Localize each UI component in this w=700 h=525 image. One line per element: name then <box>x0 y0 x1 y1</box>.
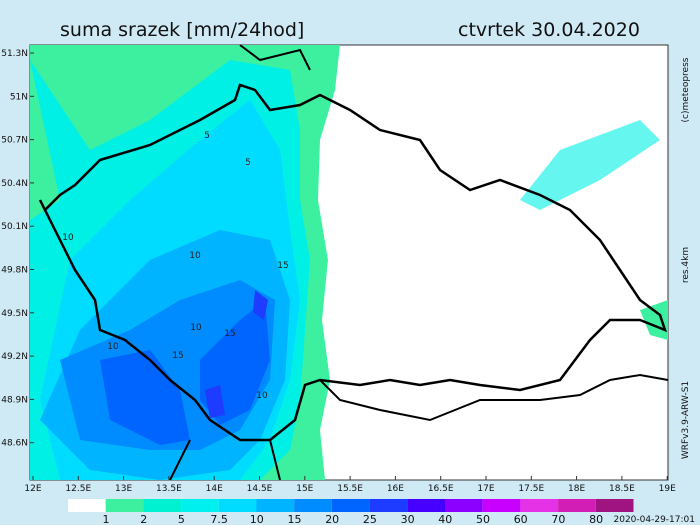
legend-label: 10 <box>250 513 264 525</box>
colorbar-swatch <box>369 499 408 512</box>
colorbar-swatch <box>181 499 219 512</box>
contour-label: 10 <box>190 323 202 333</box>
lat-label: 50.1N <box>1 222 28 232</box>
contour-label: 5 <box>245 158 251 168</box>
map-title: suma srazek [mm/24hod] <box>60 19 304 41</box>
legend-label: 5 <box>178 513 185 525</box>
lat-label: 50.7N <box>1 136 28 146</box>
lat-label: 49.8N <box>1 266 28 276</box>
lat-label: 51N <box>10 92 28 102</box>
legend-label: 25 <box>363 513 377 525</box>
colorbar-swatch <box>331 499 370 512</box>
lon-label: 15.5E <box>337 484 363 494</box>
contour-label: 10 <box>256 391 268 401</box>
lon-label: 17.5E <box>518 484 544 494</box>
legend-label: 50 <box>476 513 490 525</box>
lat-label: 51.3N <box>1 49 28 59</box>
side-text: (c)meteopress <box>681 57 691 122</box>
map-area <box>29 44 669 481</box>
colorbar-swatch <box>595 499 634 512</box>
lat-label: 48.9N <box>1 395 28 405</box>
lon-label: 16.5E <box>428 484 454 494</box>
map-date: ctvrtek 30.04.2020 <box>458 19 640 41</box>
lon-label: 19E <box>659 484 676 494</box>
colorbar-swatch <box>143 499 182 512</box>
lat-label: 49.5N <box>1 309 28 319</box>
legend-label: 2 <box>140 513 147 525</box>
lat-label: 50.4N <box>1 179 28 189</box>
colorbar-swatch <box>558 499 596 512</box>
contour-label: 10 <box>107 342 119 352</box>
contour-label: 10 <box>189 251 201 261</box>
lon-label: 13E <box>115 484 132 494</box>
colorbar-swatch <box>218 499 257 512</box>
legend-label: 1 <box>103 513 110 525</box>
lon-label: 15E <box>296 484 313 494</box>
legend-label: 30 <box>401 513 415 525</box>
colorbar-swatch <box>68 499 106 512</box>
colorbar-swatch <box>520 499 559 512</box>
colorbar-swatch <box>445 499 483 512</box>
lon-label: 18.5E <box>609 484 635 494</box>
lon-label: 12.5E <box>65 484 91 494</box>
legend-label: 70 <box>551 513 565 525</box>
lon-label: 13.5E <box>156 484 182 494</box>
contour-label: 10 <box>62 233 74 243</box>
colorbar-swatch <box>105 499 144 512</box>
side-text: res.4km <box>681 247 691 283</box>
lon-label: 12E <box>24 484 41 494</box>
legend-label: 40 <box>438 513 452 525</box>
legend-label: 60 <box>514 513 528 525</box>
legend-label: 20 <box>325 513 339 525</box>
lat-label: 48.6N <box>1 439 28 449</box>
legend-label: 15 <box>288 513 302 525</box>
lat-label: 49.2N <box>1 352 28 362</box>
contour-label: 5 <box>204 131 210 141</box>
lon-label: 18E <box>568 484 585 494</box>
colorbar-swatch <box>482 499 521 512</box>
legend-label: 7.5 <box>210 513 228 525</box>
contour-label: 15 <box>172 351 183 361</box>
legend-label: 80 <box>589 513 603 525</box>
contour-label: 15 <box>277 261 288 271</box>
lon-label: 16E <box>387 484 404 494</box>
contour-label: 15 <box>224 329 235 339</box>
colorbar-swatch <box>294 499 332 512</box>
side-text: WRFv3.9-ARW-S1 <box>681 381 691 459</box>
colorbar-swatch <box>407 499 445 512</box>
lon-label: 14E <box>206 484 223 494</box>
lon-label: 14.5E <box>247 484 273 494</box>
lon-label: 17E <box>477 484 494 494</box>
colorbar-swatch <box>256 499 295 512</box>
timestamp: 2020-04-29-17:01 <box>614 515 696 525</box>
